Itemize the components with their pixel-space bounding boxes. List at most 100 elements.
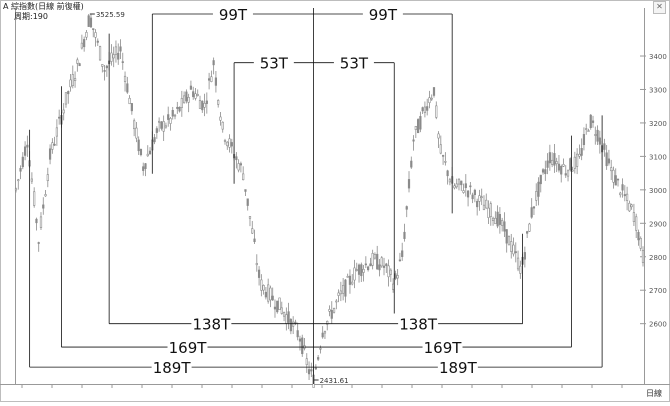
candle-body (76, 59, 79, 64)
candle-body (212, 60, 215, 66)
candle-body (539, 174, 542, 185)
low-value-label: 2431.61 (320, 377, 349, 385)
candle-body (421, 107, 424, 112)
cycle-label-bg (333, 53, 374, 72)
candle-body (23, 146, 27, 156)
candle-body (285, 314, 288, 324)
candle-body (126, 83, 129, 93)
candle-body (487, 207, 490, 218)
candle-body (321, 332, 324, 338)
candle-body (582, 134, 586, 146)
candle-body (217, 100, 220, 105)
candle-body (94, 32, 97, 38)
candle-body (346, 276, 349, 278)
candle-body (514, 251, 517, 254)
candle-body (364, 263, 367, 266)
candle-body (121, 61, 124, 63)
cycle-label: 169T (169, 339, 208, 357)
candle-body (139, 149, 143, 156)
candle-body (280, 307, 283, 314)
candle-body (571, 169, 574, 172)
candle-body (319, 347, 322, 350)
candle-body (39, 216, 43, 228)
candle-body (78, 63, 81, 67)
candle-body (305, 358, 308, 366)
candle-body (307, 369, 311, 375)
candle-body (260, 279, 263, 291)
candle-body (412, 139, 415, 142)
candle-body (37, 242, 40, 244)
candle-body (164, 125, 168, 128)
candle-body (621, 184, 624, 191)
candle-body (176, 106, 179, 109)
candle-body (589, 114, 592, 128)
candle-body (198, 100, 202, 109)
candle-body (92, 28, 95, 30)
candle-body (207, 78, 211, 81)
cycle-label-bg (151, 358, 192, 377)
close-icon[interactable]: ✕ (653, 1, 666, 14)
candle-body (323, 331, 327, 334)
candle-body (446, 170, 449, 177)
candle-body (73, 78, 77, 82)
candle-body (387, 265, 390, 278)
chart-title: A 綜指數(日線 前復權) (3, 2, 84, 11)
candle-body (466, 190, 470, 198)
candle-body (294, 321, 297, 324)
candle-body (444, 161, 447, 163)
candle-body (516, 257, 520, 270)
candle-body (71, 74, 74, 87)
candle-body (462, 190, 465, 193)
candle-body (619, 192, 622, 196)
candle-body (87, 15, 90, 27)
candle-body (103, 70, 106, 72)
candle-body (423, 106, 427, 113)
cycle-label-bg (422, 338, 463, 357)
candle-body (578, 153, 581, 157)
candle-body (637, 231, 640, 241)
candle-body (371, 253, 374, 266)
candle-body (21, 156, 24, 168)
candle-body (105, 65, 108, 69)
candle-body (432, 87, 436, 96)
y-tick-label: 3000 (649, 187, 667, 195)
candle-body (385, 263, 388, 266)
candle-body (623, 194, 626, 197)
candle-body (110, 52, 113, 62)
y-tick-label: 2800 (649, 254, 667, 262)
candle-body (292, 321, 295, 327)
candle-body (162, 121, 165, 132)
candle-body (355, 269, 358, 271)
candle-body (296, 330, 299, 338)
candle-body (298, 338, 302, 342)
candle-body (51, 142, 54, 150)
candle-body (301, 337, 304, 355)
candle-body (44, 194, 47, 197)
candle-body (439, 144, 442, 154)
candle-body (228, 138, 231, 148)
candle-body (237, 163, 240, 171)
candle-body (353, 267, 356, 281)
candle-body (407, 179, 411, 189)
candle-body (548, 152, 551, 164)
cycle-label: 53T (260, 55, 289, 73)
cycle-label: 99T (219, 6, 248, 24)
candle-body (625, 193, 629, 201)
candle-body (544, 169, 547, 175)
candle-body (419, 116, 422, 130)
candle-body (551, 159, 554, 165)
candle-body (426, 106, 429, 111)
candle-body (503, 221, 506, 232)
candle-body (253, 238, 256, 243)
candle-body (562, 164, 565, 167)
candle-body (530, 207, 533, 218)
candle-body (389, 269, 392, 275)
candle-body (221, 121, 224, 130)
candle-body (242, 173, 245, 181)
candle-body (148, 150, 152, 155)
candle-body (219, 116, 222, 121)
candle-body (357, 264, 361, 275)
candle-body (585, 128, 588, 130)
